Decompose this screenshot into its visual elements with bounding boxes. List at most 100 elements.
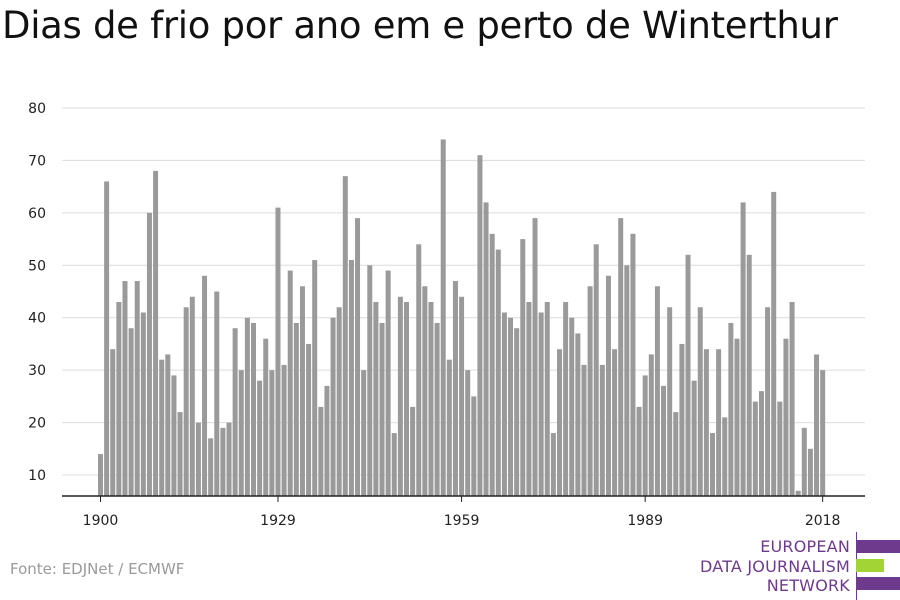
x-tick-label: 2018 bbox=[805, 513, 841, 529]
bar-2008 bbox=[758, 391, 764, 496]
bar-1926 bbox=[257, 380, 263, 496]
bar-1991 bbox=[654, 286, 660, 496]
bar-1961 bbox=[471, 396, 477, 496]
bar-2018 bbox=[820, 370, 826, 496]
bar-1996 bbox=[685, 254, 691, 496]
logo-bar-purple-top bbox=[856, 540, 900, 553]
bar-1929 bbox=[275, 207, 281, 496]
bar-1969 bbox=[520, 239, 526, 496]
bar-1924 bbox=[244, 317, 250, 496]
bar-2016 bbox=[807, 448, 813, 496]
bar-1919 bbox=[214, 291, 220, 496]
bar-1921 bbox=[226, 422, 232, 496]
y-tick-label: 80 bbox=[28, 101, 46, 117]
bar-1975 bbox=[557, 349, 562, 496]
bar-1952 bbox=[416, 244, 422, 496]
bar-1908 bbox=[146, 212, 152, 496]
bar-1941 bbox=[348, 260, 354, 496]
bar-1900 bbox=[98, 454, 103, 496]
bar-2001 bbox=[716, 349, 722, 496]
bar-1901 bbox=[104, 181, 110, 497]
bar-1905 bbox=[128, 328, 134, 496]
bar-1953 bbox=[422, 286, 428, 496]
bar-1906 bbox=[134, 281, 140, 496]
logo-bar-purple-bottom bbox=[856, 577, 900, 590]
bar-1933 bbox=[299, 286, 305, 496]
bar-2002 bbox=[722, 417, 728, 496]
y-tick-label: 20 bbox=[28, 416, 46, 432]
edjnet-logo: EUROPEAN DATA JOURNALISM NETWORK bbox=[700, 528, 900, 600]
bar-1982 bbox=[599, 364, 605, 496]
bar-1977 bbox=[569, 317, 575, 496]
bar-1994 bbox=[673, 412, 679, 496]
bar-1983 bbox=[605, 275, 611, 496]
y-axis-ticks: 10 20 30 40 50 60 70 80 bbox=[28, 101, 46, 484]
bar-2004 bbox=[734, 338, 740, 496]
bar-1915 bbox=[189, 296, 195, 496]
bar-1938 bbox=[330, 317, 336, 496]
bar-1904 bbox=[122, 281, 128, 496]
bar-1981 bbox=[593, 244, 599, 496]
bar-2007 bbox=[752, 401, 758, 496]
bar-1951 bbox=[410, 406, 416, 496]
bar-1974 bbox=[550, 433, 556, 496]
y-tick-label: 50 bbox=[28, 258, 46, 274]
bar-1917 bbox=[202, 275, 208, 496]
bar-1980 bbox=[587, 286, 593, 496]
bar-2009 bbox=[765, 307, 771, 496]
bar-1993 bbox=[667, 307, 673, 496]
bar-2013 bbox=[789, 302, 795, 496]
bar-1918 bbox=[208, 438, 214, 496]
bar-1948 bbox=[391, 433, 397, 496]
bar-1995 bbox=[679, 343, 685, 496]
bar-2014 bbox=[795, 490, 801, 496]
bar-1944 bbox=[367, 265, 373, 496]
bar-2012 bbox=[783, 338, 789, 496]
x-tick-label: 1959 bbox=[444, 513, 480, 529]
bar-1912 bbox=[171, 375, 177, 496]
bar-2011 bbox=[777, 401, 783, 496]
bar-1956 bbox=[440, 139, 446, 496]
bar-1922 bbox=[232, 328, 238, 496]
bar-1985 bbox=[618, 218, 624, 497]
bar-1913 bbox=[177, 412, 183, 496]
bar-2006 bbox=[746, 254, 752, 496]
source-note: Fonte: EDJNet / ECMWF bbox=[10, 560, 185, 578]
bar-1972 bbox=[538, 312, 544, 496]
y-tick-label: 70 bbox=[28, 153, 46, 169]
bar-1998 bbox=[697, 307, 703, 496]
bars bbox=[98, 139, 826, 497]
bar-2005 bbox=[740, 202, 746, 497]
y-tick-label: 10 bbox=[28, 468, 46, 484]
bar-1986 bbox=[624, 265, 630, 496]
bar-1909 bbox=[153, 170, 159, 496]
bar-1946 bbox=[379, 322, 385, 496]
y-tick-label: 60 bbox=[28, 206, 46, 222]
bar-1902 bbox=[110, 349, 116, 496]
bar-1963 bbox=[483, 202, 489, 497]
bar-1989 bbox=[642, 375, 648, 496]
bar-1925 bbox=[251, 322, 256, 496]
bar-1973 bbox=[544, 302, 550, 496]
bar-1965 bbox=[495, 249, 501, 496]
bar-1931 bbox=[287, 270, 293, 496]
bar-1984 bbox=[612, 349, 618, 496]
bar-1962 bbox=[477, 155, 483, 496]
bar-1954 bbox=[428, 302, 434, 496]
bar-1960 bbox=[465, 370, 471, 496]
bar-1943 bbox=[361, 370, 367, 496]
bar-1955 bbox=[434, 322, 440, 496]
y-tick-label: 40 bbox=[28, 311, 46, 327]
bar-1997 bbox=[691, 380, 697, 496]
bar-1970 bbox=[526, 302, 532, 496]
bar-1907 bbox=[140, 312, 146, 496]
bar-1964 bbox=[489, 233, 495, 497]
bar-1968 bbox=[514, 328, 520, 496]
bar-1937 bbox=[324, 385, 330, 496]
bar-1999 bbox=[703, 349, 709, 496]
chart-title: Dias de frio por ano em e perto de Winte… bbox=[2, 4, 838, 47]
bar-1903 bbox=[116, 302, 122, 496]
bar-1911 bbox=[165, 354, 171, 496]
bar-1958 bbox=[452, 281, 458, 496]
logo-line-1: EUROPEAN bbox=[760, 537, 850, 556]
